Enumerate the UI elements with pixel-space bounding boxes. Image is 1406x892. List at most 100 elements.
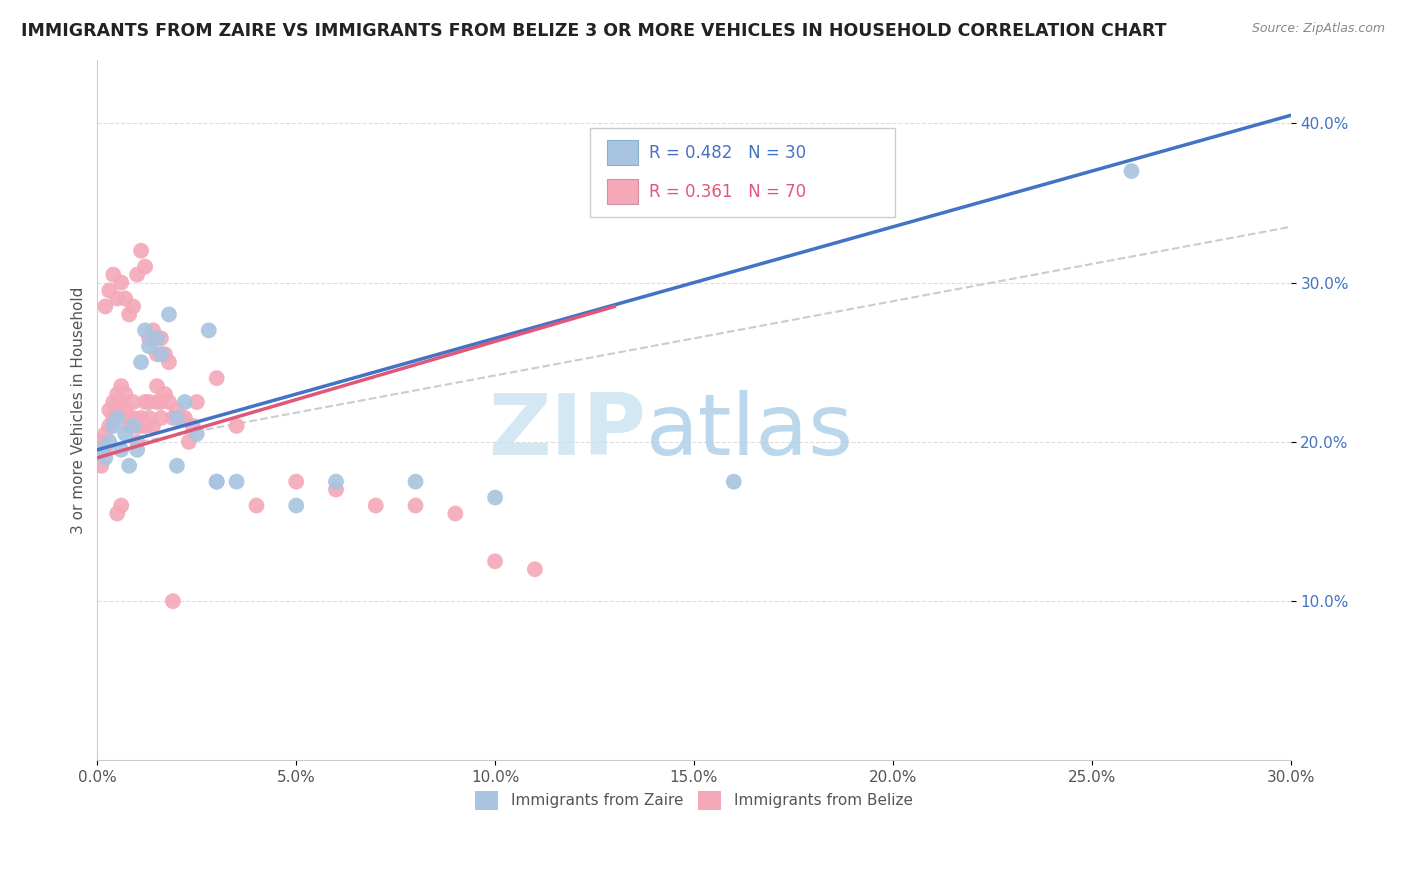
Point xyxy=(245,499,267,513)
Point xyxy=(110,442,132,457)
Point xyxy=(523,562,546,576)
Point xyxy=(138,395,160,409)
Point xyxy=(285,499,308,513)
Point xyxy=(118,308,141,322)
Point xyxy=(146,395,169,409)
Point xyxy=(173,411,195,425)
Point xyxy=(138,331,160,345)
Point xyxy=(122,411,145,425)
Point xyxy=(114,387,136,401)
Text: R = 0.482   N = 30: R = 0.482 N = 30 xyxy=(650,144,806,161)
Point xyxy=(103,395,125,409)
Point xyxy=(90,442,112,457)
Point xyxy=(127,268,149,282)
Point xyxy=(364,499,387,513)
Point xyxy=(150,331,173,345)
Point xyxy=(146,347,169,361)
Point xyxy=(197,323,219,337)
Point xyxy=(142,418,165,433)
Point xyxy=(225,418,247,433)
Point xyxy=(157,395,180,409)
Y-axis label: 3 or more Vehicles in Household: 3 or more Vehicles in Household xyxy=(72,286,86,533)
Point xyxy=(162,594,184,608)
Point xyxy=(205,475,228,489)
Point xyxy=(186,395,208,409)
Point xyxy=(118,411,141,425)
Point xyxy=(205,371,228,385)
Text: atlas: atlas xyxy=(647,390,855,473)
Point xyxy=(181,418,204,433)
Point xyxy=(157,355,180,369)
Point xyxy=(110,379,132,393)
Point xyxy=(138,339,160,353)
Point xyxy=(723,475,745,489)
Point xyxy=(153,387,176,401)
Text: Source: ZipAtlas.com: Source: ZipAtlas.com xyxy=(1251,22,1385,36)
Point xyxy=(118,418,141,433)
Point xyxy=(146,331,169,345)
Point xyxy=(129,418,152,433)
Point xyxy=(325,483,347,497)
Point xyxy=(134,418,156,433)
Point xyxy=(90,458,112,473)
Point xyxy=(105,411,128,425)
Point xyxy=(127,418,149,433)
Point xyxy=(484,554,506,568)
Point xyxy=(105,292,128,306)
Point xyxy=(405,475,427,489)
Point xyxy=(1121,164,1143,178)
Point xyxy=(138,411,160,425)
Point xyxy=(105,387,128,401)
Point xyxy=(110,395,132,409)
Point xyxy=(173,395,195,409)
Point xyxy=(94,442,117,457)
Point xyxy=(146,379,169,393)
Text: ZIP: ZIP xyxy=(488,390,647,473)
Point xyxy=(134,395,156,409)
Point xyxy=(166,411,188,425)
Point xyxy=(114,403,136,417)
Point xyxy=(129,355,152,369)
Point xyxy=(114,292,136,306)
Point xyxy=(405,499,427,513)
Point xyxy=(150,411,173,425)
Point xyxy=(98,403,121,417)
Point xyxy=(134,323,156,337)
Point xyxy=(444,507,467,521)
Point xyxy=(127,434,149,449)
Point xyxy=(98,284,121,298)
Point xyxy=(150,395,173,409)
Point xyxy=(484,491,506,505)
Point xyxy=(153,347,176,361)
Point xyxy=(127,442,149,457)
Point xyxy=(98,418,121,433)
Point xyxy=(98,434,121,449)
Point xyxy=(118,458,141,473)
Point xyxy=(225,475,247,489)
Point xyxy=(142,323,165,337)
Point xyxy=(105,403,128,417)
Point xyxy=(205,475,228,489)
Point xyxy=(150,347,173,361)
Point xyxy=(122,300,145,314)
Point xyxy=(134,260,156,274)
Point xyxy=(166,403,188,417)
Point xyxy=(325,475,347,489)
Point xyxy=(122,418,145,433)
Point xyxy=(103,418,125,433)
Point xyxy=(110,499,132,513)
Text: IMMIGRANTS FROM ZAIRE VS IMMIGRANTS FROM BELIZE 3 OR MORE VEHICLES IN HOUSEHOLD : IMMIGRANTS FROM ZAIRE VS IMMIGRANTS FROM… xyxy=(21,22,1167,40)
Point xyxy=(105,507,128,521)
Point xyxy=(94,450,117,465)
Point xyxy=(122,395,145,409)
Point xyxy=(157,308,180,322)
Text: R = 0.361   N = 70: R = 0.361 N = 70 xyxy=(650,183,806,201)
Point xyxy=(129,411,152,425)
Point xyxy=(170,411,193,425)
Point xyxy=(103,268,125,282)
Point xyxy=(285,475,308,489)
Legend: Immigrants from Zaire, Immigrants from Belize: Immigrants from Zaire, Immigrants from B… xyxy=(470,785,918,816)
Point xyxy=(94,300,117,314)
Point xyxy=(90,434,112,449)
Point xyxy=(166,458,188,473)
